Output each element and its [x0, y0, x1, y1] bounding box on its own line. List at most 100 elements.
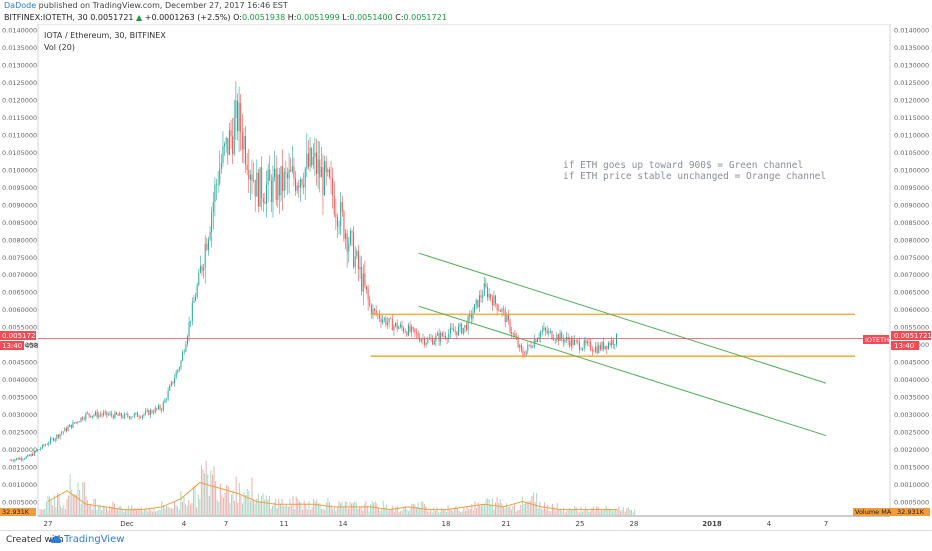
volume-bar [58, 493, 60, 515]
left-countdown: 13:40 [2, 342, 22, 350]
y-tick-right-12: 0.0065000 [894, 289, 929, 297]
volume-bar [202, 469, 204, 515]
green-channel-upper[interactable] [418, 252, 827, 384]
candle [230, 120, 232, 149]
y-tick-left-14: 0.0075000 [2, 254, 37, 262]
volume-bar [159, 510, 161, 515]
y-tick-left-18: 0.0095000 [2, 184, 37, 192]
candle [33, 450, 35, 457]
candle [443, 331, 445, 340]
volume-bar [219, 483, 221, 515]
candle [24, 457, 26, 461]
candle [124, 411, 126, 420]
volume-bar [355, 502, 357, 515]
volume-bar [284, 505, 286, 515]
candle [482, 290, 484, 303]
volume-bar [479, 505, 481, 515]
candle [236, 93, 238, 141]
candle [251, 159, 253, 195]
y-tick-left-4: 0.0025000 [2, 429, 37, 437]
volume-bar [411, 503, 413, 515]
volume-bar [389, 510, 391, 515]
volume-bar [47, 495, 49, 515]
candle [462, 327, 464, 336]
volume-bar [525, 503, 527, 515]
volume-bar [94, 498, 96, 515]
volume-bar [238, 483, 240, 515]
candle [396, 319, 398, 333]
volume-bar [242, 503, 243, 515]
candle [232, 117, 234, 165]
candle [603, 337, 605, 352]
volume-bar [450, 509, 452, 515]
volume-bar [431, 512, 433, 515]
y-tick-right-17: 0.0090000 [894, 201, 929, 209]
candle [570, 335, 572, 352]
volume-bar [347, 508, 349, 515]
candle [543, 322, 545, 332]
candle [204, 235, 206, 284]
y-tick-left-26: 0.0135000 [2, 44, 37, 52]
candle [70, 424, 72, 430]
candle [549, 328, 551, 335]
volume-bar [501, 503, 503, 515]
author-link[interactable]: DaDode [4, 1, 37, 10]
footer-bar: Created with TradingView [0, 530, 932, 551]
volume-bar [612, 510, 614, 515]
candle [461, 322, 463, 335]
price-chart[interactable]: IOTA / Ethereum, 30, BITFINEX Vol (20) 0… [0, 24, 932, 530]
y-tick-left-27: 0.0140000 [2, 27, 37, 35]
candle [401, 320, 403, 331]
tradingview-brand-link[interactable]: TradingView [64, 534, 125, 545]
candle [593, 349, 595, 352]
volume-bar [341, 501, 343, 515]
candle [333, 181, 335, 218]
volume-bar [71, 489, 73, 515]
candle [319, 141, 321, 193]
volume-bar [515, 511, 517, 515]
x-tick-9: 28 [630, 520, 639, 528]
candle [507, 309, 509, 325]
volume-bar [558, 509, 560, 515]
volume-bar [483, 504, 485, 515]
publish-line: DaDode published on TradingView.com, Dec… [4, 1, 288, 10]
volume-bar [464, 511, 466, 515]
candle [269, 155, 271, 182]
volume-bar [593, 506, 595, 515]
volume-bar [276, 508, 278, 515]
volume-bar [373, 502, 375, 515]
volume-bar [559, 508, 561, 515]
volume-bar [572, 510, 574, 515]
volume-legend: Vol (20) [44, 43, 75, 52]
candle [557, 333, 559, 346]
candle [511, 327, 513, 339]
volume-bar [128, 505, 130, 515]
volume-bar [569, 507, 571, 515]
candle [336, 213, 338, 238]
volume-bar [453, 507, 455, 515]
close-value: 0.0051721 [403, 13, 447, 22]
candle [175, 369, 177, 379]
candle [354, 246, 356, 274]
right-countdown-badge [891, 341, 919, 350]
volume-bar [495, 502, 497, 515]
symbol-label[interactable]: BITFINEX:IOTETH, 30 [4, 13, 88, 22]
volume-bar [351, 503, 353, 515]
volume-bar [134, 508, 136, 515]
volume-bar [631, 510, 632, 515]
volume-bar [589, 511, 591, 515]
candle [572, 336, 574, 349]
green-channel-lower[interactable] [418, 305, 827, 437]
x-axis: 27 Dec 4 7 11 14 18 21 25 28 2018 4 7 [44, 520, 829, 528]
candle [490, 293, 492, 302]
candle [504, 306, 506, 328]
volume-bar [517, 509, 519, 515]
candle [206, 237, 208, 252]
candle [514, 329, 516, 338]
volume-bar [526, 501, 528, 515]
y-tick-left-24: 0.0125000 [2, 79, 37, 87]
y-tick-left-15: 0.0080000 [2, 236, 37, 244]
volume-bar [166, 506, 168, 515]
volume-bar [240, 495, 242, 515]
volume-bar [536, 493, 538, 515]
